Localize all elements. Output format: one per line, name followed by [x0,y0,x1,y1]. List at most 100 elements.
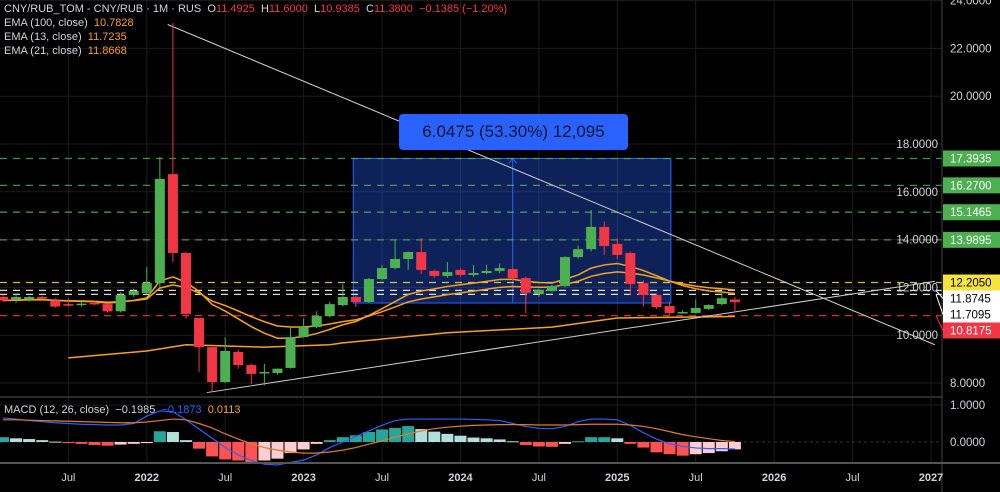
price-level-label-box [943,177,1000,194]
macd-histogram-bar [611,438,624,442]
trendline[interactable] [206,280,935,394]
macd-histogram-bar [23,439,36,442]
candle[interactable] [533,289,544,295]
candle[interactable] [246,365,257,374]
macd-histogram-bar [323,440,336,442]
macd-legend[interactable]: MACD (12, 26, close) −0.1985 −0.1873 0.0… [4,404,241,416]
candle[interactable] [220,350,231,383]
candle[interactable] [337,296,348,306]
candle[interactable] [350,296,361,302]
candle[interactable] [324,304,335,317]
price-tick-label: 8.0000 [950,378,985,390]
ema100-legend[interactable]: EMA (100, close) 10.7828 [4,16,507,30]
price-level-label-box [943,322,1000,339]
measure-label[interactable]: 6.0475 (53.30%) 12,095 [399,114,628,150]
candle[interactable] [481,270,492,274]
macd-histogram-bar [36,440,49,442]
candle[interactable] [115,295,126,312]
candle[interactable] [76,303,87,306]
candle[interactable] [651,295,662,307]
candle[interactable] [377,268,388,280]
candle[interactable] [167,174,178,253]
ema13-legend[interactable]: EMA (13, close) 11.7235 [4,30,507,44]
candle[interactable] [455,269,466,275]
candle[interactable] [468,273,479,275]
macd-histogram-bar [10,438,23,442]
candle[interactable] [363,279,374,302]
price-tick-label: 12.0000 [896,282,938,294]
candle[interactable] [50,300,61,307]
macd-tick-label: 0.0000 [950,437,985,449]
trendline[interactable] [167,24,936,346]
candle[interactable] [520,278,531,293]
macd-histogram-bar [715,442,728,452]
candle[interactable] [89,302,100,305]
candle[interactable] [546,285,557,291]
time-tick-label: Jul [532,472,546,484]
candle[interactable] [24,296,35,300]
candle[interactable] [0,296,8,301]
candle[interactable] [180,252,191,314]
macd-histogram-bar [75,442,88,444]
candle[interactable] [599,226,610,247]
candle[interactable] [285,337,296,368]
candle[interactable] [416,252,427,270]
price-tick-label: 20.0000 [950,91,992,103]
macd-histogram-bar [140,442,153,444]
candle[interactable] [63,304,74,306]
macd-histogram-bar [232,442,245,461]
macd-histogram-bar [493,439,506,442]
candle[interactable] [560,257,571,286]
ema21-legend[interactable]: EMA (21, close) 11.8668 [4,44,507,58]
price-tick-label: 10.0000 [896,330,938,342]
candle[interactable] [507,268,518,279]
macd-signal-line [3,418,735,454]
symbol-row: CNY/RUB_TOM - CNY/RUB · 1M · RUS O11.492… [4,2,507,16]
candle[interactable] [141,283,152,293]
low-value: 10.9385 [320,3,360,15]
macd-histogram-bar [349,435,362,442]
candle[interactable] [259,372,270,374]
candle[interactable] [586,226,597,250]
candle[interactable] [403,252,414,259]
candle[interactable] [442,272,453,276]
candle[interactable] [677,312,688,314]
candle[interactable] [37,296,48,299]
macd-line-value: −0.1873 [161,404,202,416]
ema21-value: 11.8668 [87,45,127,57]
candle[interactable] [612,243,623,255]
macd-histogram-bar [88,442,101,445]
candle[interactable] [128,290,139,296]
macd-histogram-bar [598,437,611,442]
candle[interactable] [207,347,218,383]
macd-label: MACD (12, 26, close) [4,404,110,416]
candle[interactable] [703,305,714,309]
candle[interactable] [390,258,401,269]
candle[interactable] [690,307,701,313]
candle[interactable] [573,249,584,258]
candle[interactable] [272,368,283,373]
candle[interactable] [233,351,244,366]
candle[interactable] [625,252,636,285]
macd-histogram-bar [624,442,637,444]
candle[interactable] [494,268,505,271]
candle[interactable] [729,299,740,303]
price-level-label: 17.3935 [950,153,992,165]
candle[interactable] [716,298,727,305]
candle[interactable] [154,178,165,284]
candle[interactable] [429,270,440,276]
macd-histogram-bar [676,442,689,456]
candle[interactable] [664,306,675,313]
candle[interactable] [194,317,205,348]
macd-histogram-bar [545,442,558,447]
candle[interactable] [102,304,113,312]
candle[interactable] [638,283,649,296]
candle[interactable] [11,296,22,300]
price-level-label-box [943,306,1000,323]
symbol-title[interactable]: CNY/RUB_TOM - CNY/RUB · 1M · RUS [4,3,202,15]
candle[interactable] [298,327,309,338]
macd-histogram-bar [559,442,572,444]
measure-range-box[interactable] [352,157,672,304]
candle[interactable] [311,316,322,328]
